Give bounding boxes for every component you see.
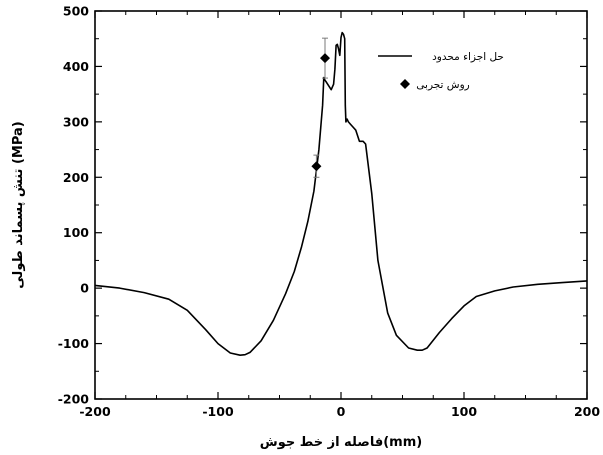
y-tick-label: 500 — [63, 4, 89, 19]
y-axis-label: تنش پسماند طولی (MPa) — [11, 121, 26, 288]
x-tick-label: -100 — [202, 404, 234, 419]
y-tick-label: 200 — [63, 170, 89, 185]
experimental-point — [311, 161, 322, 172]
y-tick-label: -200 — [58, 392, 90, 407]
series-layer — [94, 31, 588, 357]
y-tick-label: 0 — [80, 281, 89, 296]
x-tick-label: 100 — [451, 404, 477, 419]
x-tick-label: -200 — [79, 404, 111, 419]
y-tick-label: -100 — [58, 336, 90, 351]
legend-label-fem: حل اجزاء محدود — [432, 51, 504, 63]
legend-label-experimental: روش تجربی — [416, 79, 469, 91]
plot-area — [94, 10, 588, 400]
experimental-point — [320, 53, 331, 64]
y-tick-label: 300 — [63, 114, 89, 129]
y-tick-label: 400 — [63, 59, 89, 74]
x-tick-labels: -200 -100 0 100 200 — [79, 404, 600, 419]
x-tick-label: 0 — [337, 404, 346, 419]
y-tick-label: 100 — [63, 225, 89, 240]
legend-marker-swatch — [400, 79, 410, 89]
legend: حل اجزاء محدود روش تجربی — [378, 51, 504, 91]
x-axis-label: فاصله از خط جوش(mm) — [260, 435, 422, 450]
tick-marks — [94, 10, 588, 400]
y-tick-labels: -200 -100 0 100 200 300 400 500 — [58, 4, 90, 407]
x-tick-label: 200 — [574, 404, 600, 419]
fem-line — [94, 31, 588, 357]
